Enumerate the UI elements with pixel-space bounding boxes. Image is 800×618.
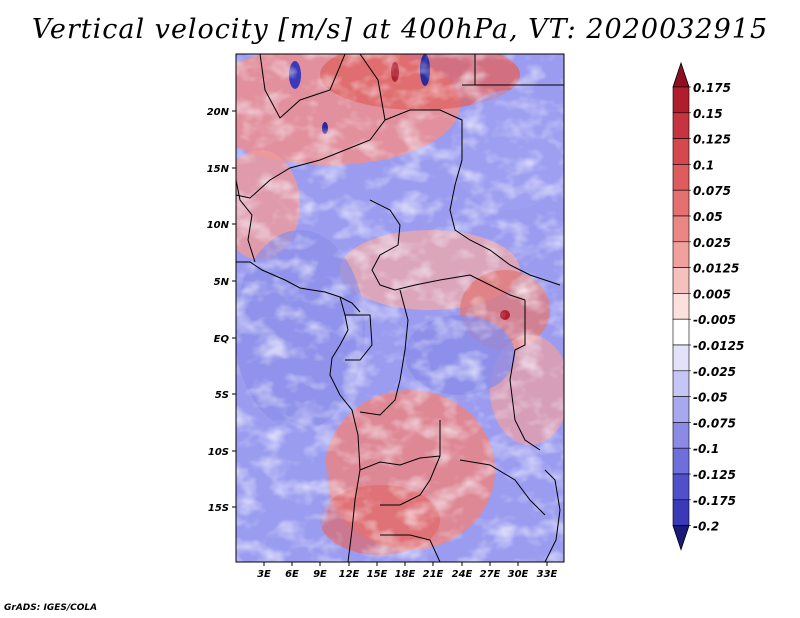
y-tick-label: EQ — [214, 334, 230, 345]
colorbar-label: 0.025 — [693, 236, 731, 250]
x-tick-label: 6E — [285, 569, 299, 580]
colorbar-band — [672, 241, 690, 268]
colorbar-band — [672, 473, 690, 501]
colorbar-label: 0.1 — [693, 158, 714, 172]
colorbar-label: -0.025 — [693, 365, 736, 379]
colorbar-band — [672, 396, 690, 423]
colorbar-band — [672, 267, 690, 294]
country-borders — [236, 54, 564, 562]
colorbar: 0.175 0.15 0.125 0.1 0.075 0.05 0.025 0.0125 0.0… — [672, 61, 744, 551]
colorbar-label: 0.005 — [693, 287, 731, 301]
colorbar-band — [672, 447, 690, 475]
x-tick-label: 30E — [508, 569, 529, 580]
x-tick-label: 33E — [537, 569, 558, 580]
colorbar-label: 0.05 — [693, 210, 723, 224]
y-tick-label: 15S — [208, 503, 229, 514]
x-tick-label: 27E — [480, 569, 501, 580]
colorbar-label: 0.125 — [693, 133, 731, 147]
y-axis-ticks — [232, 110, 236, 508]
colorbar-label: 0.175 — [693, 81, 731, 95]
colorbar-band — [672, 164, 690, 191]
y-tick-labels: 20N 15N 10N 5N EQ 5S 10S 15S — [207, 107, 230, 514]
colorbar-band — [672, 138, 690, 165]
chart-title: Vertical velocity [m/s] at 400hPa, VT: 2… — [31, 14, 769, 45]
colorbar-label: -0.05 — [693, 391, 728, 405]
x-tick-label: 21E — [423, 569, 444, 580]
y-tick-label: 5S — [215, 390, 229, 401]
plot-frame — [235, 53, 565, 563]
colorbar-label: -0.0125 — [693, 339, 744, 353]
colorbar-label: -0.125 — [693, 468, 736, 482]
colorbar-label: -0.075 — [693, 416, 736, 430]
colorbar-band — [672, 318, 690, 346]
colorbar-band — [672, 499, 690, 526]
colorbar-band — [672, 189, 690, 217]
y-tick-label: 20N — [207, 107, 230, 118]
colorbar-label: -0.175 — [693, 494, 736, 508]
colorbar-band — [672, 112, 690, 139]
x-tick-labels: 3E 6E 9E 12E 15E 18E 21E 24E 27E 30E 33E — [257, 569, 557, 580]
colorbar-band — [672, 422, 690, 449]
x-tick-label: 3E — [257, 569, 271, 580]
colorbar-top-arrow — [672, 61, 690, 88]
colorbar-label: -0.2 — [693, 520, 719, 534]
colorbar-band — [672, 370, 690, 397]
colorbar-band — [672, 293, 690, 320]
x-tick-label: 9E — [313, 569, 327, 580]
colorbar-band — [672, 344, 690, 372]
x-tick-label: 12E — [339, 569, 360, 580]
colorbar-band — [672, 215, 690, 243]
colorbar-band — [672, 86, 690, 114]
colorbar-label: 0.15 — [693, 107, 723, 121]
y-tick-label: 10N — [207, 220, 230, 231]
y-tick-label: 15N — [207, 164, 230, 175]
credit-text: GrADS: IGES/COLA — [4, 603, 98, 613]
x-tick-label: 15E — [367, 569, 388, 580]
x-tick-label: 24E — [452, 569, 473, 580]
x-axis-ticks — [263, 562, 548, 566]
colorbar-label: 0.0125 — [693, 262, 739, 276]
colorbar-label: -0.1 — [693, 442, 719, 456]
y-tick-label: 10S — [208, 447, 229, 458]
colorbar-bottom-arrow — [672, 525, 690, 551]
colorbar-label: -0.005 — [693, 313, 736, 327]
x-tick-label: 18E — [395, 569, 416, 580]
velocity-field — [236, 54, 564, 562]
y-tick-label: 5N — [214, 277, 230, 288]
colorbar-label: 0.075 — [693, 184, 731, 198]
